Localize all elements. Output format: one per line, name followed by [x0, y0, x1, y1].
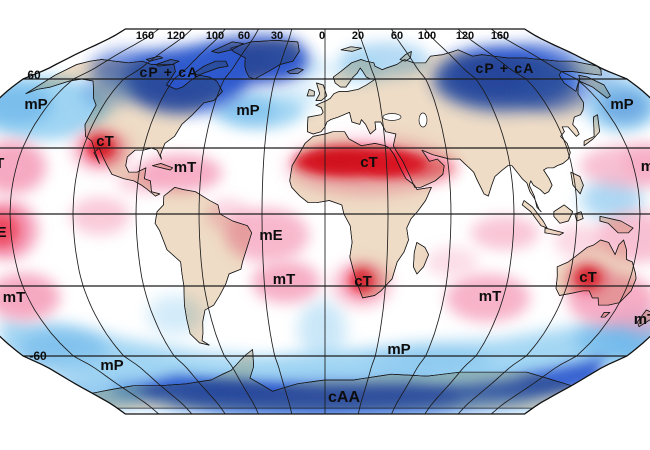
svg-text:mE: mE — [259, 227, 282, 244]
svg-text:100: 100 — [418, 30, 436, 42]
svg-text:cT: cT — [354, 273, 372, 290]
svg-text:mT: mT — [174, 159, 197, 176]
svg-text:60: 60 — [27, 68, 41, 82]
svg-text:mP: mP — [610, 96, 633, 113]
svg-text:cT: cT — [96, 133, 114, 150]
svg-text:60: 60 — [391, 30, 403, 42]
svg-text:mT: mT — [479, 288, 502, 305]
svg-text:mT: mT — [641, 158, 650, 175]
svg-text:mP: mP — [24, 96, 47, 113]
svg-text:160: 160 — [136, 30, 154, 42]
svg-text:cP + cA: cP + cA — [475, 60, 534, 76]
svg-text:cT: cT — [579, 269, 597, 286]
svg-text:mT: mT — [273, 271, 296, 288]
svg-text:mP: mP — [236, 102, 259, 119]
svg-text:mT: mT — [0, 155, 4, 172]
svg-text:cP + cA: cP + cA — [139, 64, 198, 80]
svg-text:120: 120 — [456, 30, 474, 42]
svg-text:mE: mE — [0, 224, 7, 241]
svg-text:20: 20 — [352, 30, 364, 42]
svg-text:mT: mT — [634, 311, 650, 328]
svg-text:30: 30 — [271, 30, 283, 42]
svg-text:mP: mP — [387, 341, 410, 358]
svg-text:mT: mT — [3, 289, 26, 306]
svg-text:cAA: cAA — [328, 389, 360, 406]
svg-text:60: 60 — [238, 30, 250, 42]
svg-text:-60: -60 — [29, 349, 47, 363]
svg-text:cT: cT — [360, 154, 378, 171]
svg-text:mP: mP — [100, 357, 123, 374]
svg-text:0: 0 — [319, 30, 325, 42]
svg-text:160: 160 — [491, 30, 509, 42]
svg-text:100: 100 — [206, 30, 224, 42]
svg-text:120: 120 — [167, 30, 185, 42]
